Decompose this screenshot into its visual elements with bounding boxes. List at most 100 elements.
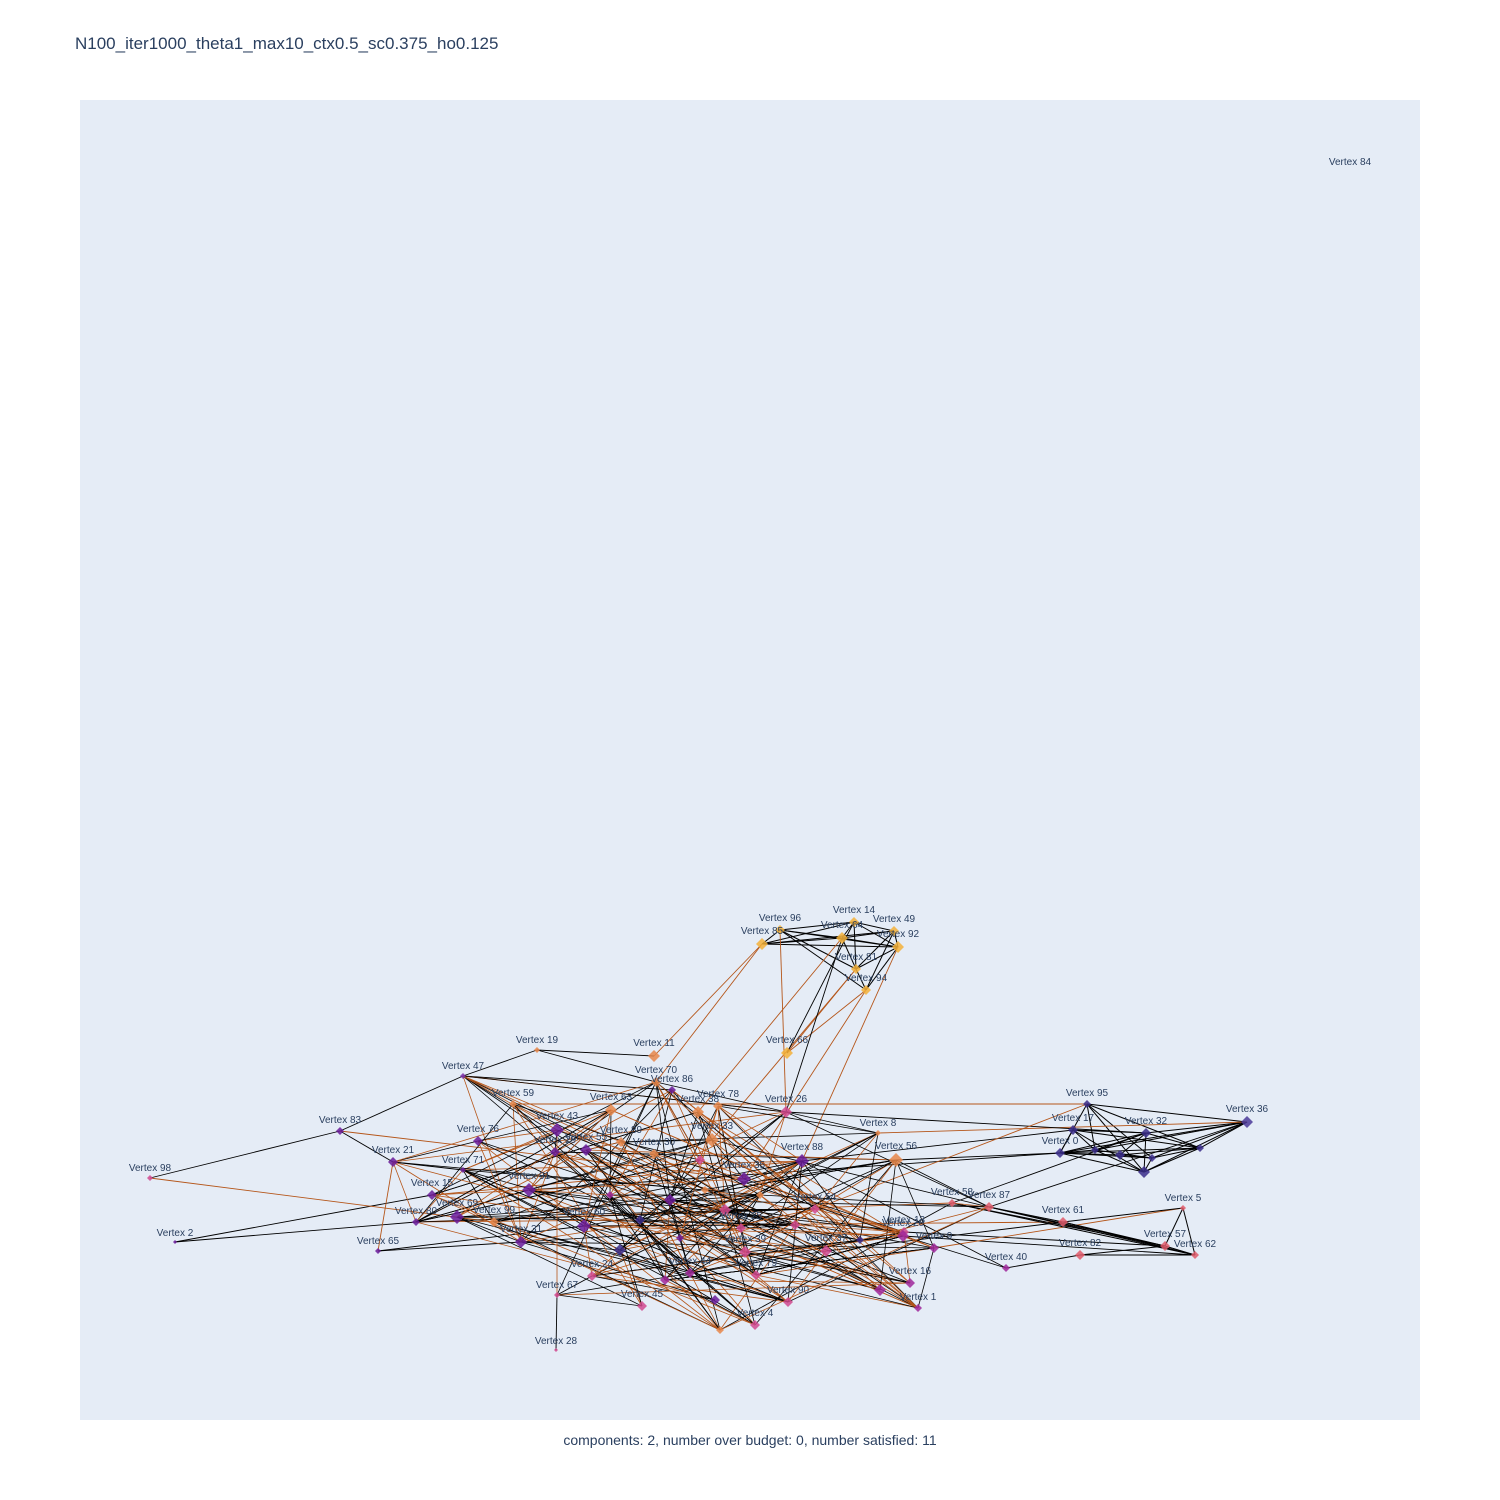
vertex-node-88[interactable] <box>795 1154 809 1168</box>
vertex-node-59[interactable] <box>509 1100 517 1108</box>
vertex-node-32[interactable] <box>1141 1128 1151 1138</box>
vertex-node-8[interactable] <box>875 1130 881 1136</box>
vertex-node-67[interactable] <box>554 1292 560 1298</box>
vertex-node-38[interactable] <box>692 1106 704 1118</box>
vertex-node-99[interactable] <box>489 1217 499 1227</box>
vertex-node-98[interactable] <box>147 1175 153 1181</box>
edge <box>585 1141 622 1151</box>
vertex-node-core[interactable] <box>664 1194 676 1206</box>
vertex-node-14[interactable] <box>849 917 859 927</box>
vertex-node-70[interactable] <box>651 1077 661 1087</box>
vertex-node-core[interactable] <box>874 1284 886 1296</box>
vertex-node-91[interactable] <box>522 1183 536 1197</box>
vertex-node-57[interactable] <box>1160 1241 1170 1251</box>
vertex-node-62[interactable] <box>1191 1251 1199 1259</box>
vertex-node-17[interactable] <box>1068 1125 1078 1135</box>
vertex-node-25[interactable] <box>736 1223 746 1233</box>
vertex-node-core[interactable] <box>614 1244 626 1256</box>
vertex-node-core[interactable] <box>1115 1150 1125 1160</box>
vertex-node-core[interactable] <box>856 1236 864 1244</box>
vertex-node-core[interactable] <box>701 1186 709 1194</box>
vertex-node-76[interactable] <box>473 1136 483 1146</box>
vertex-node-36[interactable] <box>1241 1116 1253 1128</box>
vertex-node-core[interactable] <box>710 1295 720 1305</box>
vertex-node-core[interactable] <box>606 1191 614 1199</box>
vertex-node-19[interactable] <box>534 1047 540 1053</box>
edge <box>653 1139 713 1155</box>
vertex-node-core[interactable] <box>635 1215 645 1225</box>
vertex-node-63[interactable] <box>605 1104 617 1116</box>
vertex-node-56[interactable] <box>889 1153 903 1167</box>
vertex-node-31[interactable] <box>515 1236 527 1248</box>
vertex-node-90[interactable] <box>783 1297 793 1307</box>
vertex-node-4[interactable] <box>750 1320 760 1330</box>
vertex-node-9[interactable] <box>929 1243 939 1253</box>
vertex-node-core[interactable] <box>719 1204 731 1216</box>
vertex-node-core[interactable] <box>1138 1166 1150 1178</box>
vertex-node-69[interactable] <box>450 1210 464 1224</box>
vertex-node-79[interactable] <box>751 1270 761 1280</box>
vertex-node-core[interactable] <box>1196 1144 1204 1152</box>
vertex-node-core[interactable] <box>695 1155 705 1165</box>
vertex-node-89[interactable] <box>616 1137 626 1147</box>
vertex-node-43[interactable] <box>550 1123 564 1137</box>
vertex-node-86[interactable] <box>668 1086 676 1094</box>
vertex-label-29: Vertex 29 <box>534 1135 577 1146</box>
vertex-node-66[interactable] <box>781 1047 793 1059</box>
vertex-node-15[interactable] <box>427 1190 437 1200</box>
vertex-node-47[interactable] <box>460 1073 466 1079</box>
vertex-node-58[interactable] <box>948 1199 956 1207</box>
vertex-node-core[interactable] <box>1091 1146 1099 1154</box>
vertex-node-49[interactable] <box>889 926 899 936</box>
vertex-node-core[interactable] <box>1148 1154 1156 1162</box>
vertex-node-45[interactable] <box>637 1301 647 1311</box>
vertex-node-83[interactable] <box>336 1127 344 1135</box>
vertex-node-11[interactable] <box>648 1050 660 1062</box>
vertex-node-core[interactable] <box>790 1220 800 1230</box>
vertex-node-64[interactable] <box>836 932 848 944</box>
vertex-node-60[interactable] <box>577 1219 591 1233</box>
vertex-node-82[interactable] <box>1075 1250 1085 1260</box>
vertex-node-39[interactable] <box>739 1246 751 1258</box>
vertex-node-2[interactable] <box>173 1240 177 1244</box>
vertex-node-26[interactable] <box>780 1106 792 1118</box>
vertex-node-54[interactable] <box>810 1204 820 1214</box>
vertex-node-core[interactable] <box>676 1234 684 1242</box>
vertex-node-core[interactable] <box>716 1326 724 1334</box>
vertex-node-85[interactable] <box>756 938 768 950</box>
vertex-node-35[interactable] <box>737 1172 751 1186</box>
vertex-node-33[interactable] <box>705 1133 719 1147</box>
edge <box>669 1111 699 1201</box>
vertex-node-95[interactable] <box>1083 1100 1091 1108</box>
vertex-node-94[interactable] <box>861 985 871 995</box>
vertex-node-5[interactable] <box>1180 1205 1186 1211</box>
vertex-node-29[interactable] <box>550 1147 560 1157</box>
vertex-node-87[interactable] <box>984 1202 994 1212</box>
vertex-node-81[interactable] <box>851 964 861 974</box>
vertex-node-0[interactable] <box>1055 1148 1065 1158</box>
vertex-node-30[interactable] <box>649 1149 659 1159</box>
vertex-node-65[interactable] <box>375 1248 381 1254</box>
vertex-node-96[interactable] <box>775 925 785 935</box>
edge <box>786 989 867 1054</box>
vertex-node-92[interactable] <box>892 941 904 953</box>
vertex-node-80[interactable] <box>412 1218 420 1226</box>
vertex-node-28[interactable] <box>554 1348 558 1352</box>
vertex-node-44[interactable] <box>685 1268 695 1278</box>
vertex-node-37[interactable] <box>820 1245 832 1257</box>
vertex-node-16[interactable] <box>905 1278 915 1288</box>
vertex-node-core[interactable] <box>660 1275 670 1285</box>
vertex-node-1[interactable] <box>914 1304 922 1312</box>
vertex-node-core[interactable] <box>756 1191 764 1199</box>
vertex-node-55[interactable] <box>580 1144 592 1156</box>
vertex-node-71[interactable] <box>460 1167 466 1173</box>
vertex-node-78[interactable] <box>713 1101 723 1111</box>
edge <box>456 1216 643 1307</box>
edge <box>719 1202 953 1331</box>
vertex-node-61[interactable] <box>1058 1217 1068 1227</box>
vertex-node-21[interactable] <box>388 1157 398 1167</box>
vertex-node-24[interactable] <box>587 1271 597 1281</box>
vertex-node-40[interactable] <box>1002 1264 1010 1272</box>
vertex-node-20[interactable] <box>897 1230 909 1242</box>
edge <box>743 989 867 1180</box>
